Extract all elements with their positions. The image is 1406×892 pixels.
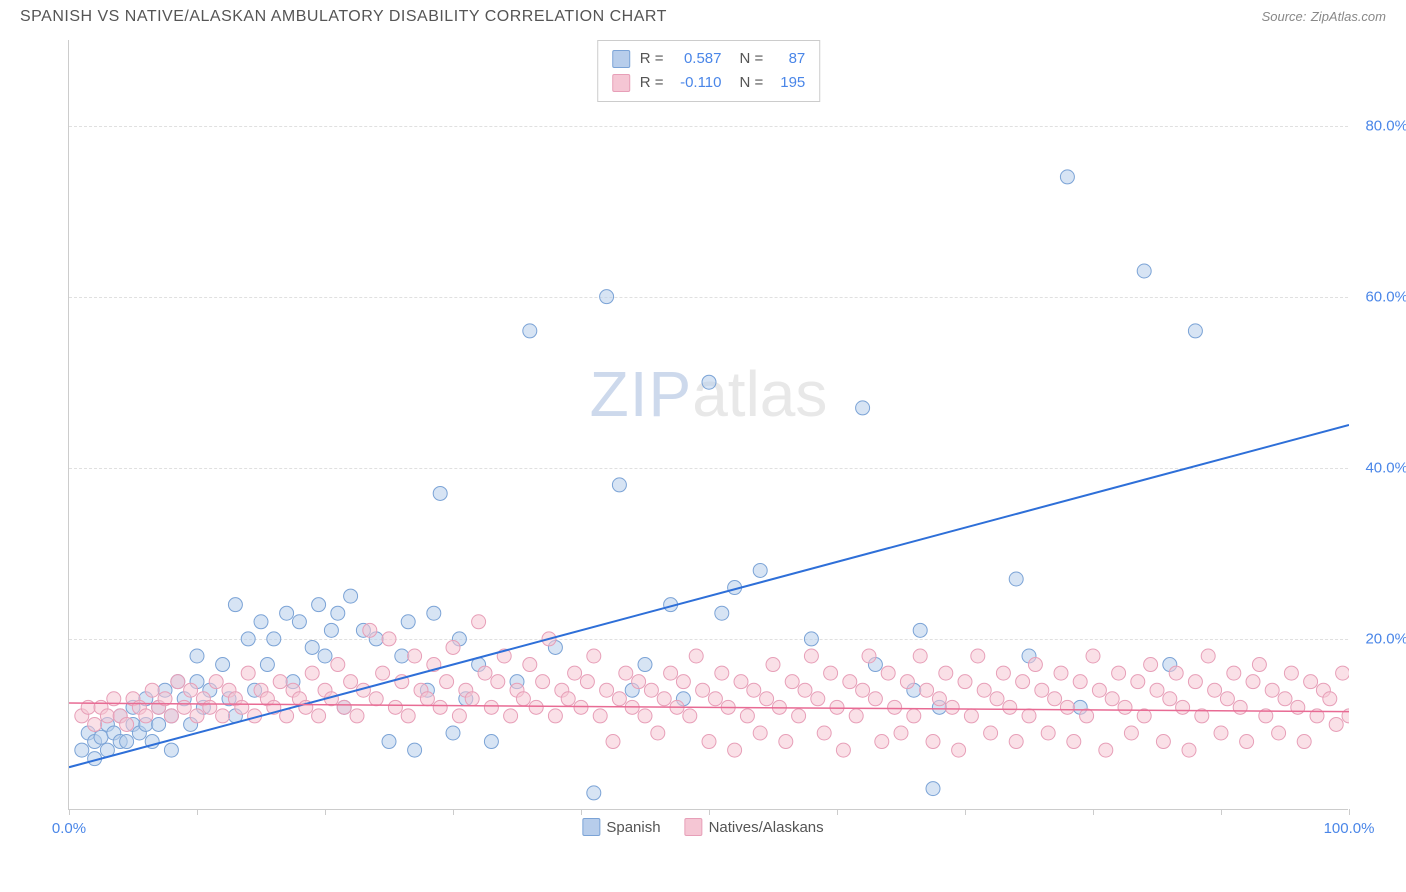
stat-r-label: R = <box>640 71 664 95</box>
legend-row: R =0.587 N =87 <box>612 47 806 71</box>
stat-r-label: R = <box>640 47 664 71</box>
source-name: ZipAtlas.com <box>1311 9 1386 24</box>
legend-item: Spanish <box>582 818 660 836</box>
stat-n-label: N = <box>740 71 764 95</box>
y-tick-label: 40.0% <box>1365 459 1406 476</box>
legend-swatch <box>582 818 600 836</box>
legend-label: Natives/Alaskans <box>709 819 824 836</box>
legend-label: Spanish <box>606 819 660 836</box>
legend-row: R =-0.110 N =195 <box>612 71 806 95</box>
stat-n-value: 87 <box>769 47 805 71</box>
stat-n-label: N = <box>740 47 764 71</box>
legend-swatch <box>685 818 703 836</box>
plot-area: ZIPatlas R =0.587N =87R =-0.110N =195 20… <box>68 40 1348 810</box>
legend-item: Natives/Alaskans <box>685 818 824 836</box>
y-tick-label: 60.0% <box>1365 288 1406 305</box>
x-tick-label: 100.0% <box>1324 820 1375 837</box>
chart-title: SPANISH VS NATIVE/ALASKAN AMBULATORY DIS… <box>20 8 667 26</box>
y-tick-label: 80.0% <box>1365 117 1406 134</box>
series-legend: Spanish Natives/Alaskans <box>582 818 823 836</box>
trend-line <box>69 425 1349 767</box>
x-tick-label: 0.0% <box>52 820 86 837</box>
source-label: Source: <box>1262 9 1307 24</box>
trend-line <box>69 703 1349 712</box>
chart-header: SPANISH VS NATIVE/ALASKAN AMBULATORY DIS… <box>0 0 1406 30</box>
stat-r-value: -0.110 <box>670 71 722 95</box>
x-tick <box>1349 809 1350 815</box>
trend-lines-layer <box>69 40 1349 810</box>
y-tick-label: 20.0% <box>1365 630 1406 647</box>
legend-swatch <box>612 74 630 92</box>
legend-swatch <box>612 50 630 68</box>
correlation-legend: R =0.587 N =87 R =-0.110 N =195 <box>597 40 821 102</box>
source-attribution: Source: ZipAtlas.com <box>1262 8 1386 26</box>
stat-n-value: 195 <box>769 71 805 95</box>
stat-r-value: 0.587 <box>670 47 722 71</box>
